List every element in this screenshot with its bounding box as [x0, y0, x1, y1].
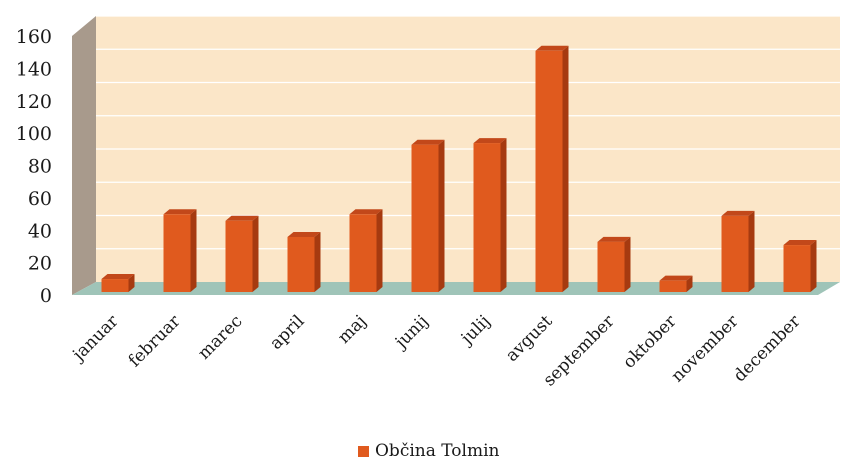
y-tick-label: 100: [16, 123, 52, 145]
bar-side: [128, 274, 135, 292]
chart: 0 20 40 60 80 100 120 140 160 januar februar marec…: [16, 15, 840, 391]
bar-front: [349, 214, 377, 292]
bar: [349, 209, 383, 292]
bar-top: [163, 209, 197, 215]
x-tick-label: januar: [68, 311, 123, 366]
bar-front: [101, 279, 129, 292]
x-tick-label: julij: [456, 311, 494, 349]
x-tick-label: december: [730, 311, 805, 386]
x-tick-label: maj: [334, 311, 370, 347]
x-tick-label: marec: [194, 311, 246, 363]
bar-top: [287, 231, 321, 237]
bar-side: [624, 236, 631, 292]
bar-front: [535, 50, 563, 293]
bar-front: [659, 280, 687, 292]
bar-side: [562, 45, 569, 293]
y-tick-label: 120: [16, 91, 52, 113]
bar-top: [597, 236, 631, 242]
x-tick-label: oktober: [619, 311, 681, 373]
legend: Občina Tolmin: [358, 441, 499, 461]
bar: [597, 236, 631, 292]
x-axis-labels: januar februar marec april maj junij julij avgu…: [68, 311, 805, 391]
y-axis: 0 20 40 60 80 100 120 140 160: [16, 26, 52, 307]
bars: [101, 45, 817, 293]
bar: [287, 231, 321, 292]
bar: [163, 209, 197, 292]
bar-top: [721, 210, 755, 216]
bar-side: [314, 231, 321, 292]
bar-top: [473, 138, 507, 144]
bar: [473, 138, 507, 292]
bar-front: [225, 220, 253, 292]
chart-floor: [72, 282, 840, 295]
x-tick-label: junij: [390, 311, 432, 353]
bar: [659, 275, 693, 292]
bar-front: [287, 236, 315, 292]
bar-top: [659, 275, 693, 281]
bar-side: [810, 240, 817, 292]
bar-side: [748, 210, 755, 292]
bar-top: [535, 45, 569, 51]
legend-swatch: [358, 445, 369, 457]
bar-side: [252, 215, 259, 292]
bar-side: [438, 139, 445, 292]
y-tick-label: 20: [28, 253, 52, 275]
bar-side: [500, 138, 507, 292]
bar-front: [783, 245, 811, 292]
x-tick-label: avgust: [502, 311, 557, 366]
bar-top: [349, 209, 383, 215]
bar-side: [190, 209, 197, 292]
bar-top: [783, 240, 817, 246]
bar-front: [163, 214, 191, 292]
bar-front: [473, 143, 501, 292]
bar-front: [721, 215, 749, 292]
y-tick-label: 160: [16, 26, 52, 48]
y-tick-label: 80: [28, 156, 52, 178]
bar-front: [597, 241, 625, 292]
bar: [225, 215, 259, 292]
bar: [411, 139, 445, 292]
y-tick-label: 40: [28, 220, 52, 242]
bar: [101, 274, 135, 292]
y-tick-label: 0: [40, 285, 52, 307]
y-tick-label: 60: [28, 188, 52, 210]
y-tick-label: 140: [16, 58, 52, 80]
bar-side: [376, 209, 383, 292]
bar: [535, 45, 569, 293]
x-tick-label: februar: [125, 311, 185, 371]
x-tick-label: april: [266, 311, 308, 353]
bar-side: [686, 275, 693, 292]
bar-top: [411, 139, 445, 145]
gridlines: [96, 15, 840, 250]
bar: [721, 210, 755, 292]
legend-label: Občina Tolmin: [375, 441, 500, 461]
bar-top: [101, 274, 135, 280]
bar-front: [411, 144, 439, 292]
bar: [783, 240, 817, 292]
bar-top: [225, 215, 259, 221]
chart-side-wall: [72, 16, 96, 295]
